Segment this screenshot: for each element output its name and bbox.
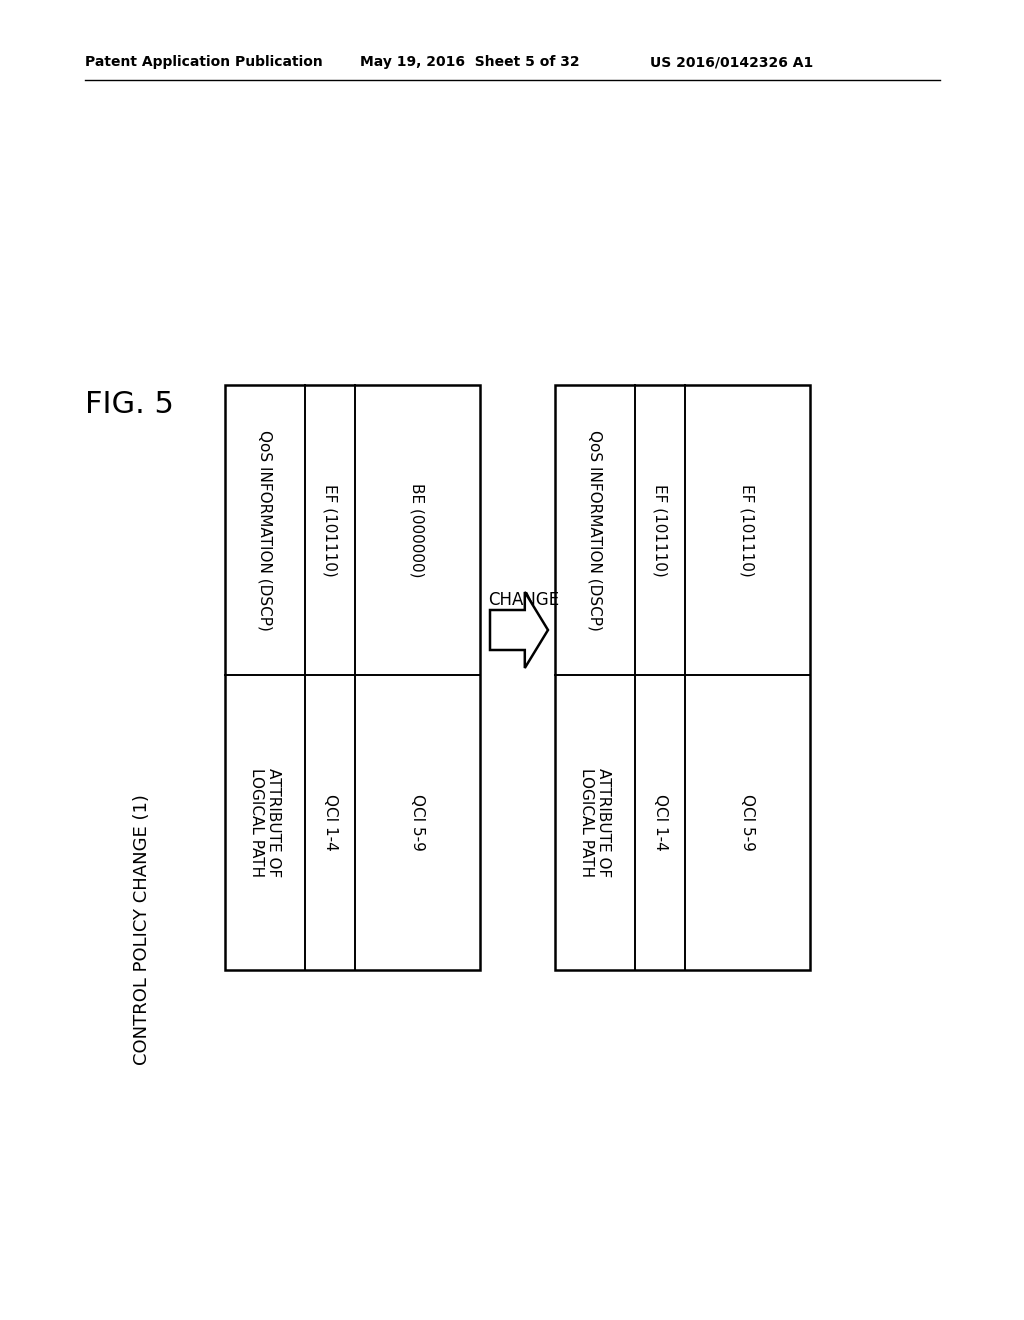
Text: QCI 5-9: QCI 5-9 — [410, 795, 425, 851]
Text: EF (101110): EF (101110) — [652, 483, 668, 577]
Text: QoS INFORMATION (DSCP): QoS INFORMATION (DSCP) — [257, 429, 272, 631]
Text: US 2016/0142326 A1: US 2016/0142326 A1 — [650, 55, 813, 69]
Text: EF (101110): EF (101110) — [740, 483, 755, 577]
Text: Patent Application Publication: Patent Application Publication — [85, 55, 323, 69]
Text: May 19, 2016  Sheet 5 of 32: May 19, 2016 Sheet 5 of 32 — [360, 55, 580, 69]
Text: CHANGE: CHANGE — [488, 591, 559, 609]
Text: QCI 1-4: QCI 1-4 — [323, 795, 338, 851]
Text: CONTROL POLICY CHANGE (1): CONTROL POLICY CHANGE (1) — [133, 795, 151, 1065]
Text: FIG. 5: FIG. 5 — [85, 389, 174, 418]
Bar — [555, 385, 810, 970]
Text: QCI 1-4: QCI 1-4 — [652, 795, 668, 851]
Bar — [225, 385, 480, 970]
Text: BE (000000): BE (000000) — [410, 483, 425, 577]
Polygon shape — [490, 591, 548, 668]
Text: QoS INFORMATION (DSCP): QoS INFORMATION (DSCP) — [588, 429, 602, 631]
Text: ATTRIBUTE OF
LOGICAL PATH: ATTRIBUTE OF LOGICAL PATH — [249, 768, 282, 876]
Text: QCI 5-9: QCI 5-9 — [740, 795, 755, 851]
Text: ATTRIBUTE OF
LOGICAL PATH: ATTRIBUTE OF LOGICAL PATH — [579, 768, 611, 876]
Text: EF (101110): EF (101110) — [323, 483, 338, 577]
